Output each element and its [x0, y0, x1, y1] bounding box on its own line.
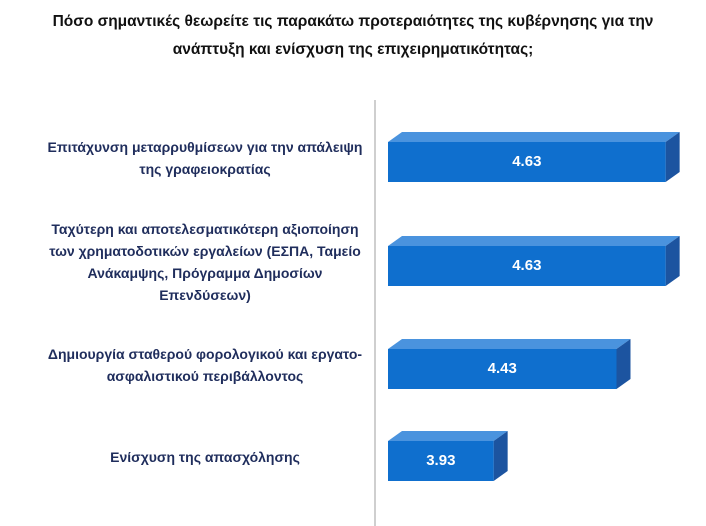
bar-top — [388, 339, 631, 349]
bar-top — [388, 132, 680, 142]
category-label: Δημιουργία σταθερού φορολογικού και εργα… — [47, 346, 363, 384]
bar-front — [388, 246, 666, 286]
bar — [388, 132, 680, 182]
value-label: 3.93 — [426, 452, 455, 469]
bar-top — [388, 236, 680, 246]
category-label: Επιτάχυνση μεταρρυθμίσεων για την απάλει… — [47, 139, 363, 177]
category-label: Ταχύτερη και αποτελεσματικότερη αξιοποίη… — [49, 221, 361, 303]
bar-top — [388, 431, 508, 441]
bar — [388, 236, 680, 286]
value-label: 4.63 — [512, 153, 541, 170]
bar-front — [388, 349, 617, 389]
value-label: 4.43 — [488, 360, 517, 377]
bar-front — [388, 441, 494, 481]
bar — [388, 431, 508, 481]
bar — [388, 339, 631, 389]
chart-title: Πόσο σημαντικές θεωρείτε τις παρακάτω πρ… — [52, 13, 654, 58]
bar-side — [616, 339, 631, 389]
bar-front — [388, 142, 666, 182]
category-label: Ενίσχυση της απασχόλησης — [110, 449, 300, 465]
value-label: 4.63 — [512, 257, 541, 274]
bar-side — [665, 132, 680, 182]
bar-side — [665, 236, 680, 286]
bar-side — [493, 431, 508, 481]
